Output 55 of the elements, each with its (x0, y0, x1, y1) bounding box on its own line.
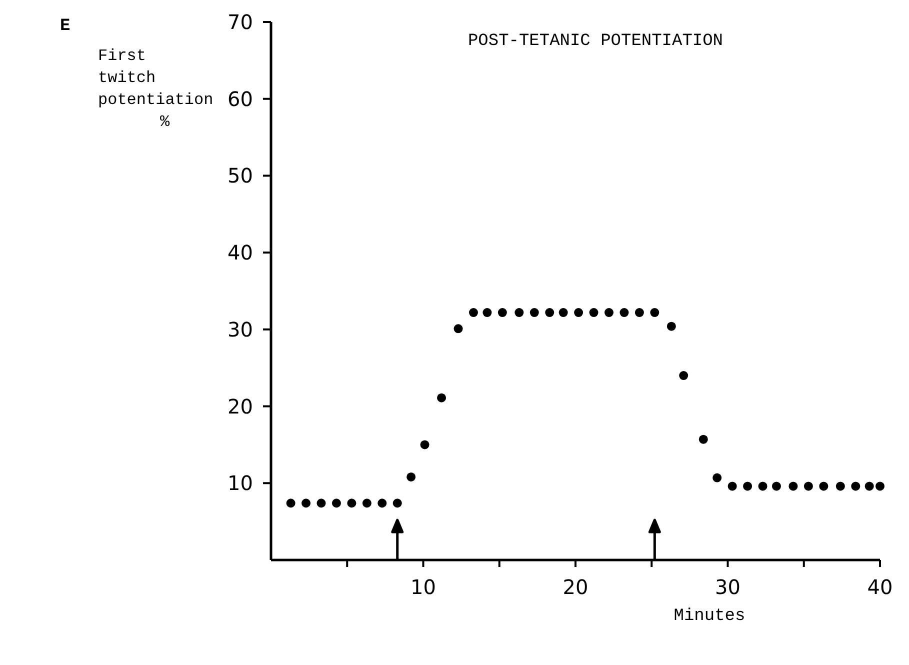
text: E (60, 17, 70, 36)
point (286, 498, 296, 508)
point (728, 482, 737, 491)
point (420, 440, 430, 450)
y-tick-label: 20 (228, 394, 253, 418)
y-tick-label: 50 (228, 164, 253, 188)
y-tick-label: 70 (228, 10, 253, 34)
point (864, 482, 874, 491)
point (498, 308, 507, 318)
point (819, 482, 828, 491)
point (788, 482, 798, 491)
point (530, 308, 539, 318)
point (712, 473, 722, 482)
point (679, 371, 688, 380)
y-tick-label: 60 (228, 86, 253, 111)
point (666, 322, 676, 331)
x-tick-label: 30 (715, 575, 740, 599)
point (772, 482, 781, 491)
point (634, 308, 644, 318)
point (392, 498, 402, 508)
point (558, 308, 568, 318)
point (316, 498, 326, 508)
point (836, 482, 845, 491)
x-tick-label: 10 (410, 575, 436, 599)
point (574, 308, 584, 318)
x-tick-label: 20 (562, 575, 588, 599)
point (650, 308, 660, 318)
y-tick-label: 40 (228, 240, 253, 265)
x-axis-title: Minutes (674, 607, 746, 626)
point (698, 434, 708, 444)
point (851, 482, 860, 491)
point (758, 482, 768, 491)
point (378, 498, 387, 508)
point (454, 324, 463, 334)
point (620, 308, 629, 318)
point (514, 308, 524, 318)
text: POST-TETANIC POTENTIATION (468, 32, 724, 51)
point (545, 308, 554, 318)
point (589, 308, 598, 318)
point (482, 308, 492, 318)
point (743, 482, 752, 491)
y-axis-title: First twitch potentiation % (98, 47, 214, 131)
point (362, 498, 372, 508)
point (347, 498, 356, 508)
point (804, 482, 813, 491)
y-tick-label: 30 (228, 317, 253, 342)
point (604, 308, 614, 318)
point (406, 472, 416, 482)
point (332, 498, 341, 508)
point (876, 482, 884, 491)
point (437, 393, 446, 402)
x-tick-label: 40 (867, 575, 893, 599)
y-tick-label: 10 (228, 471, 253, 496)
point (468, 308, 478, 318)
point (302, 498, 311, 508)
